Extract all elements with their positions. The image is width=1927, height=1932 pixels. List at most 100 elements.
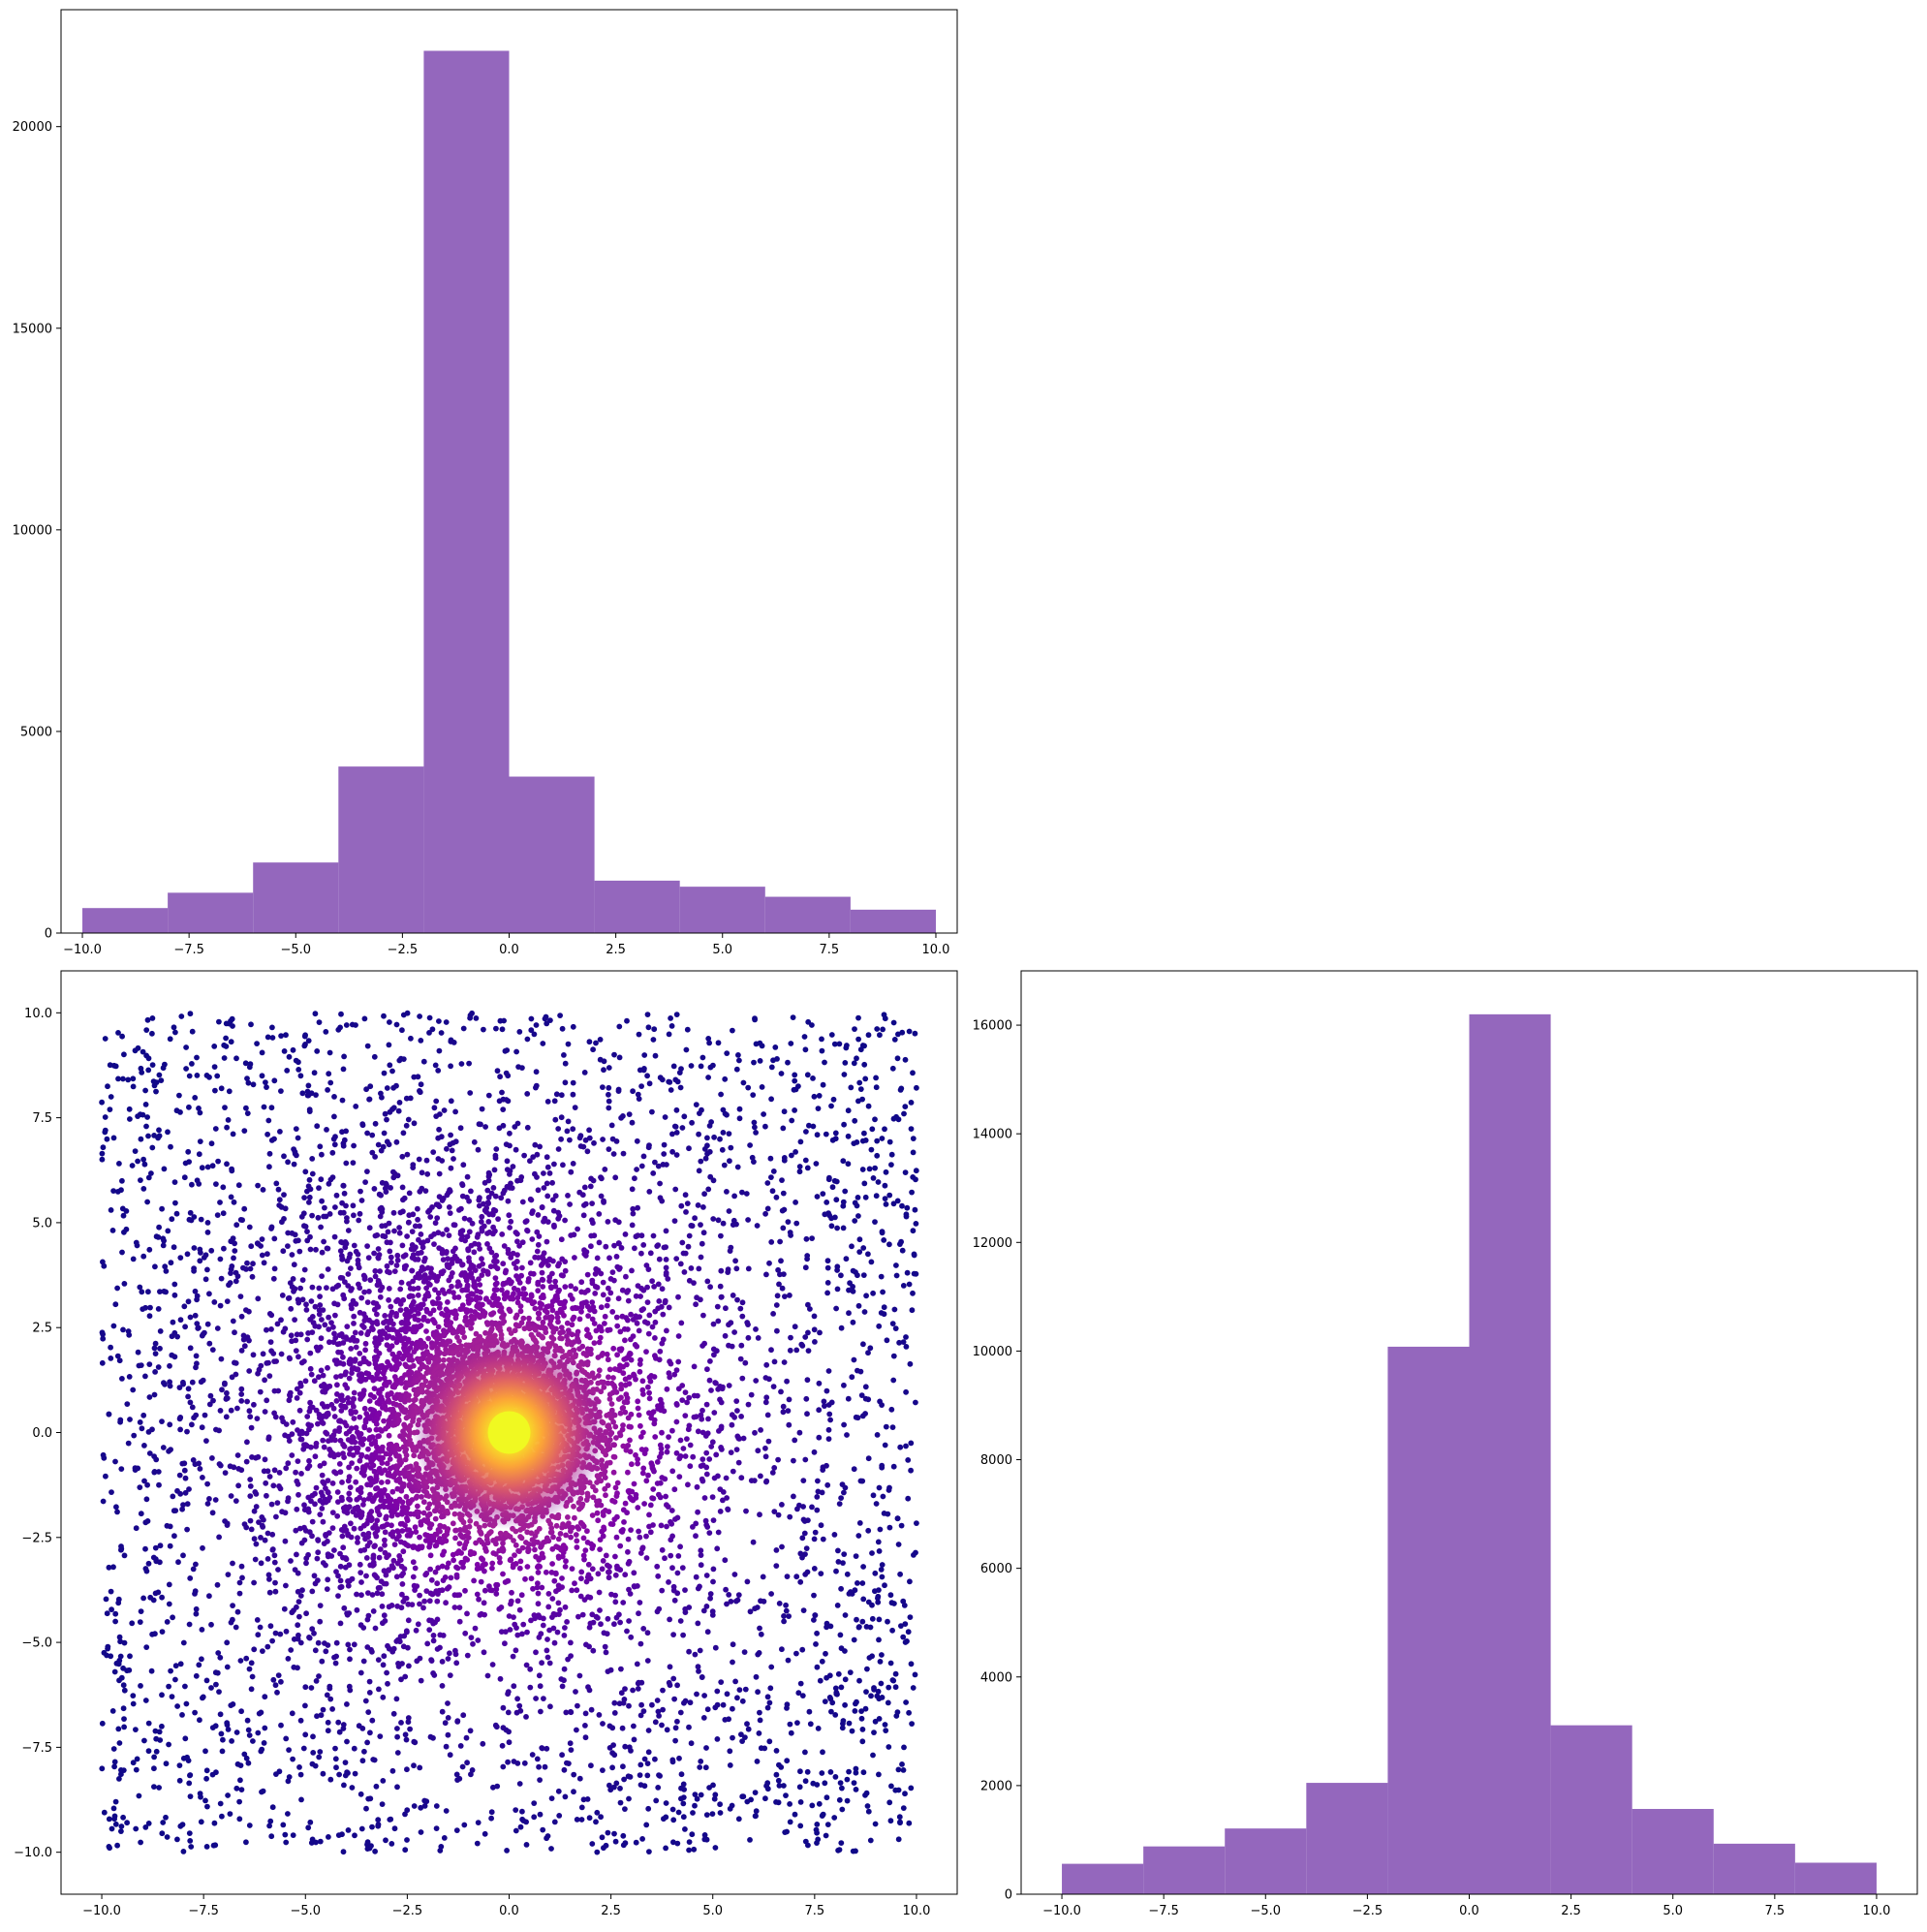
scatter-point <box>266 1573 272 1578</box>
scatter-point <box>718 1268 724 1274</box>
scatter-point <box>874 1138 880 1144</box>
scatter-point <box>549 1570 555 1575</box>
scatter-point <box>858 1708 864 1714</box>
scatter-point <box>877 1548 883 1554</box>
scatter-point <box>525 1037 531 1043</box>
scatter-point <box>658 1443 664 1449</box>
scatter-point <box>882 1126 887 1132</box>
scatter-point <box>477 1282 482 1288</box>
top-hist-bar <box>168 892 253 933</box>
scatter-point <box>416 1318 421 1324</box>
scatter-point <box>763 1399 769 1405</box>
scatter-point <box>754 1042 760 1047</box>
scatter-point <box>357 1264 362 1270</box>
scatter-point <box>313 1453 319 1459</box>
scatter-point <box>824 1621 830 1627</box>
scatter-point <box>364 1644 370 1650</box>
scatter-point <box>884 1169 889 1175</box>
scatter-point <box>815 1194 821 1200</box>
scatter-point <box>187 1622 193 1628</box>
scatter-point <box>583 1711 589 1717</box>
scatter-point <box>536 1591 542 1597</box>
scatter-point <box>732 1572 738 1577</box>
scatter-point <box>360 1122 366 1128</box>
scatter-point <box>390 1768 396 1774</box>
scatter-point <box>103 1114 109 1120</box>
scatter-point <box>699 1477 705 1482</box>
scatter-point <box>145 1068 151 1074</box>
scatter-point <box>498 1018 504 1024</box>
scatter-point <box>538 1683 544 1689</box>
scatter-point <box>417 1535 422 1541</box>
scatter-point <box>404 1766 410 1772</box>
scatter-point <box>333 1756 339 1761</box>
scatter-point <box>120 1815 126 1821</box>
scatter-point <box>701 1191 707 1197</box>
scatter-point <box>239 1787 245 1792</box>
scatter-point <box>529 1210 535 1216</box>
scatter-point <box>151 1755 157 1761</box>
scatter-point <box>858 1046 864 1052</box>
scatter-point <box>636 1680 641 1686</box>
scatter-point <box>556 1813 562 1819</box>
scatter-point <box>118 1828 124 1834</box>
scatter-point <box>841 1490 847 1496</box>
scatter-point <box>551 1162 557 1168</box>
scatter-point <box>486 1195 492 1200</box>
scatter-point <box>108 1653 113 1659</box>
scatter-point <box>812 1326 818 1332</box>
scatter-point <box>221 1210 227 1216</box>
scatter-point <box>442 1107 448 1113</box>
scatter-point <box>249 1686 255 1692</box>
scatter-point <box>285 1243 291 1249</box>
top-hist-bar <box>423 50 509 933</box>
scatter-point <box>189 1061 195 1067</box>
scatter-point <box>294 1507 299 1512</box>
scatter-point <box>736 1816 742 1822</box>
scatter-point <box>433 1099 439 1105</box>
scatter-point <box>668 1087 674 1093</box>
scatter-point <box>137 1793 142 1799</box>
scatter-point <box>670 1817 676 1823</box>
scatter-point <box>859 1392 865 1398</box>
scatter-point <box>674 1450 680 1456</box>
scatter-point <box>331 1547 337 1553</box>
scatter-point <box>874 1501 880 1507</box>
scatter-point <box>817 1381 823 1387</box>
scatter-point <box>910 1174 916 1180</box>
scatter-point <box>392 1825 398 1831</box>
scatter-point <box>326 1478 331 1483</box>
scatter-point <box>891 1116 897 1122</box>
scatter-point <box>307 1177 313 1183</box>
scatter-point <box>506 1098 512 1104</box>
scatter-point <box>263 1409 268 1415</box>
scatter-point <box>210 1163 216 1169</box>
scatter-point <box>881 1237 886 1243</box>
scatter-point <box>456 1207 462 1213</box>
scatter-point <box>888 1784 894 1790</box>
scatter-point <box>771 1169 777 1174</box>
scatter-point <box>563 1061 569 1067</box>
scatter-point <box>825 1258 831 1263</box>
scatter-point <box>737 1106 743 1112</box>
scatter-point <box>705 1629 711 1635</box>
scatter-point <box>209 1140 215 1146</box>
scatter-point <box>879 1652 885 1658</box>
scatter-point <box>142 1162 148 1168</box>
scatter-point <box>204 1767 210 1773</box>
scatter-point <box>301 1044 307 1049</box>
scatter-point <box>321 1707 326 1713</box>
scatter-point <box>194 1055 200 1061</box>
scatter-point <box>740 1698 746 1704</box>
scatter-point <box>668 1553 673 1559</box>
scatter-point <box>143 1698 149 1703</box>
scatter-point <box>659 1341 665 1347</box>
scatter-point <box>389 1841 394 1847</box>
scatter-point <box>250 1261 256 1266</box>
scatter-point <box>344 1769 350 1775</box>
top-hist-xtick-label: −7.5 <box>173 943 204 957</box>
scatter-point <box>399 1661 405 1667</box>
scatter-point <box>114 1843 120 1849</box>
scatter-point <box>127 1106 133 1112</box>
scatter-point <box>588 1184 594 1190</box>
